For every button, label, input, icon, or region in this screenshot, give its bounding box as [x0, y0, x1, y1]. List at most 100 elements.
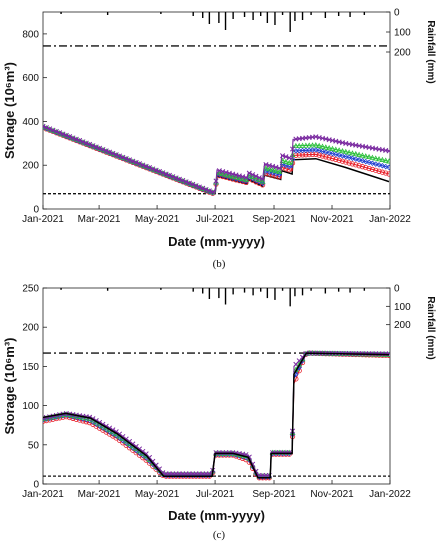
series-marker [43, 418, 46, 424]
series-marker [372, 155, 379, 161]
series-marker [160, 170, 166, 176]
series-marker [136, 161, 143, 167]
rain-tick-label: 200 [394, 48, 411, 59]
series-marker [253, 173, 259, 179]
series-marker [333, 151, 339, 158]
y-tick-label: 800 [22, 29, 39, 40]
series-marker [153, 167, 159, 173]
series-marker [356, 163, 362, 169]
series-marker [276, 168, 283, 175]
y-tick-label: 150 [22, 362, 39, 373]
series-marker [379, 162, 386, 169]
series-marker [67, 134, 73, 140]
x-tick-label: Sep-2021 [252, 214, 296, 225]
series-marker [246, 170, 252, 176]
series-marker [369, 154, 376, 160]
y-axis-label: Storage (10⁶m³) [2, 62, 17, 159]
series-marker [356, 151, 362, 157]
series-marker [366, 165, 372, 172]
series-marker [286, 155, 292, 161]
series-marker [73, 136, 79, 142]
series-marker [140, 448, 146, 454]
chart-panel-c: 0 50 100 150 200 250 0 100 200 Jan-2021 Mar-2021 Ma… [2, 284, 436, 542]
series-marker [326, 145, 333, 151]
series-marker [376, 162, 382, 168]
series-marker [286, 163, 292, 170]
series-marker [166, 172, 172, 178]
series-marker [256, 176, 263, 183]
series-marker [63, 132, 69, 138]
series-marker [173, 175, 179, 181]
series-marker [366, 153, 372, 160]
rain-tick-label: 0 [394, 284, 400, 295]
series-marker [386, 164, 390, 171]
series-marker [266, 166, 273, 172]
series-marker [259, 178, 266, 184]
x-tick-label: Nov-2021 [310, 489, 354, 500]
x-tick-label: Jul-2021 [196, 489, 235, 500]
series-marker [176, 176, 182, 182]
series-marker [312, 142, 319, 148]
series-marker [126, 438, 133, 445]
x-tick-label: May-2021 [135, 214, 180, 225]
series-marker [373, 167, 379, 173]
series-marker [349, 161, 356, 167]
series-marker [183, 179, 189, 185]
series-marker [339, 147, 346, 154]
series-marker [326, 150, 332, 156]
series-marker [322, 144, 329, 150]
series-marker [352, 150, 359, 157]
series-marker [193, 183, 199, 189]
rain-tick-label: 100 [394, 28, 411, 39]
series-marker [296, 142, 303, 148]
series-line [43, 352, 390, 479]
series-marker [53, 128, 59, 134]
series-marker [336, 157, 342, 163]
series-marker [253, 175, 259, 181]
series-marker [319, 148, 326, 155]
series-group [43, 123, 390, 196]
y-tick-label: 0 [33, 205, 39, 216]
series-marker [196, 184, 202, 190]
series-marker [120, 433, 126, 440]
series-marker [249, 173, 256, 179]
series-marker [316, 147, 322, 154]
series-marker [302, 142, 309, 148]
series-marker [293, 142, 299, 149]
y-tick-label: 600 [22, 73, 39, 84]
series-marker [369, 166, 376, 172]
series-marker [236, 174, 243, 181]
series-marker [346, 160, 352, 166]
series-marker [256, 175, 262, 181]
x-tick-label: May-2021 [135, 489, 180, 500]
series-marker [353, 156, 359, 162]
series-marker [313, 147, 319, 153]
series-marker [87, 141, 93, 147]
series-marker [283, 166, 289, 172]
rain-tick-label: 100 [394, 302, 411, 313]
series-marker [349, 150, 356, 156]
series-marker [97, 145, 103, 151]
series-marker [353, 162, 359, 168]
series-marker [116, 153, 123, 159]
series-marker [359, 152, 366, 158]
y-tick-label: 250 [22, 284, 39, 295]
series-marker [83, 140, 89, 146]
series-marker [120, 154, 126, 160]
x-tick-label: Jan-2022 [369, 214, 411, 225]
series-marker [60, 131, 66, 137]
series-marker [156, 168, 163, 175]
series-marker [356, 157, 362, 163]
series-marker [150, 166, 156, 172]
series-marker [113, 152, 119, 158]
rain-tick-label: 0 [394, 8, 400, 19]
series-marker [110, 150, 116, 156]
panel-label: (b) [213, 258, 226, 270]
y-tick-label: 50 [28, 440, 40, 451]
series-marker [382, 157, 389, 163]
series-marker [329, 145, 336, 151]
series-marker [306, 142, 313, 148]
x-tick-label: Jan-2021 [22, 489, 64, 500]
series-marker [243, 176, 249, 182]
series-marker [383, 170, 389, 176]
